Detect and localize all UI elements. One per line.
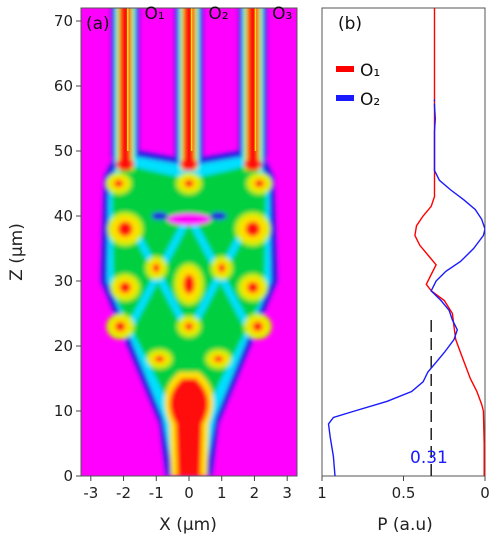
- y-tick-label: 10: [54, 402, 73, 420]
- x-tick-label: 3: [282, 484, 292, 502]
- panel-a-x-axis-label: X (μm): [159, 515, 217, 535]
- panel-a: 0 10 20 30 40 50 60 70 -3 -2 -1 0 1 2 3 (a) O₁ O₂ O₃ Z …: [7, 4, 298, 535]
- field-lobe-core: [218, 263, 226, 273]
- x-tick-label: -1: [149, 484, 164, 502]
- heatmap-field: [100, 8, 278, 476]
- panel-b-x-ticks: 1 0.5 0: [317, 476, 490, 502]
- x-tick-label: 0: [184, 484, 194, 502]
- y-tick-label: 50: [54, 142, 73, 160]
- field-lobe-core: [185, 322, 193, 331]
- output-waveguide-core: [183, 8, 195, 171]
- field-dark-node: [151, 212, 168, 220]
- x-tick-label: -3: [83, 484, 98, 502]
- field-lobe-core: [214, 356, 223, 362]
- legend-swatch: [336, 95, 354, 101]
- beam-label: O₁: [145, 4, 165, 24]
- field-dark-node: [210, 212, 227, 220]
- field-lobe-core: [245, 221, 260, 237]
- legend-label: O₁: [360, 61, 380, 81]
- reference-value-label: 0.31: [410, 448, 448, 468]
- y-tick-label: 0: [63, 467, 73, 485]
- panel-a-y-axis-label: Z (μm): [7, 223, 27, 281]
- field-lobe-core: [115, 321, 126, 332]
- x-tick-label: 1: [217, 484, 227, 502]
- panel-b-frame: [321, 7, 486, 477]
- field-lobe-core: [252, 321, 263, 332]
- series-line: [327, 105, 485, 476]
- x-tick-label: 1: [317, 484, 327, 502]
- x-tick-label: -2: [116, 484, 131, 502]
- panel-a-label: (a): [86, 14, 110, 34]
- output-waveguide-core: [247, 8, 259, 171]
- field-lobe-core: [152, 263, 160, 273]
- input-guide-core: [169, 378, 209, 476]
- output-waveguide-taper: [243, 159, 262, 169]
- panel-a-x-ticks: -3 -2 -1 0 1 2 3: [83, 476, 292, 502]
- x-tick-label: 0.5: [392, 484, 416, 502]
- output-waveguide-taper: [180, 159, 198, 169]
- field-dark-node: [167, 213, 211, 226]
- panel-b-x-axis-label: P (a.u): [377, 515, 433, 535]
- legend-swatch: [336, 66, 354, 72]
- field-lobe-core: [114, 179, 124, 188]
- x-tick-label: 0: [480, 484, 490, 502]
- field-lobe-core: [155, 356, 164, 362]
- beam-label: O₂: [208, 4, 228, 24]
- field-lobe-core: [184, 179, 194, 188]
- field-lobe-core: [119, 282, 131, 293]
- panel-b-legend: O₁ O₂: [336, 61, 380, 110]
- panel-a-y-ticks: 0 10 20 30 40 50 60 70: [54, 12, 81, 485]
- y-tick-label: 20: [54, 337, 73, 355]
- y-tick-label: 30: [54, 272, 73, 290]
- y-tick-label: 70: [54, 12, 73, 30]
- field-lobe-core: [118, 221, 133, 237]
- panel-b-label: (b): [338, 14, 362, 34]
- output-waveguide-taper: [116, 159, 135, 169]
- beam-labels: O₁ O₂ O₃: [145, 4, 293, 24]
- field-lobe-core: [183, 274, 195, 294]
- field-lobe-core: [247, 282, 259, 293]
- x-tick-label: 2: [250, 484, 260, 502]
- y-tick-label: 60: [54, 77, 73, 95]
- legend-label: O₂: [360, 90, 380, 110]
- y-tick-label: 40: [54, 207, 73, 225]
- beam-label: O₃: [272, 4, 292, 24]
- field-lobe-core: [254, 179, 264, 188]
- panel-b-series: [327, 8, 485, 476]
- output-waveguide-core: [119, 8, 131, 171]
- heatmap-pattern: [100, 8, 278, 476]
